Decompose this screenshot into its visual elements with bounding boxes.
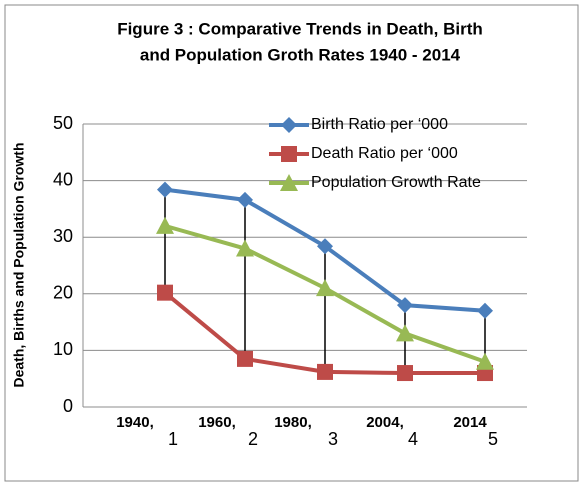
x-category-label: 1960, — [198, 414, 236, 431]
y-tick-label: 50 — [53, 113, 73, 133]
x-tick-label: 2 — [248, 429, 258, 449]
data-point — [317, 238, 333, 255]
y-axis-label: Death, Births and Population Growth — [11, 143, 27, 388]
chart-frame — [4, 4, 579, 482]
data-point — [237, 350, 253, 367]
legend-label: Population Growth Rate — [311, 174, 481, 191]
x-tick-label: 1 — [168, 429, 178, 449]
legend-label: Birth Ratio per ‘000 — [311, 116, 448, 133]
y-tick-label: 30 — [53, 226, 73, 246]
data-point — [477, 302, 493, 319]
legend-marker — [280, 174, 298, 191]
x-tick-label: 5 — [488, 429, 498, 449]
chart-title: Figure 3 : Comparative Trends in Death, … — [117, 19, 483, 38]
x-category-label: 2004, — [366, 414, 404, 431]
y-tick-label: 40 — [53, 169, 73, 189]
data-point — [396, 324, 414, 342]
legend-marker — [281, 146, 297, 162]
data-point — [397, 297, 413, 314]
data-point — [236, 239, 254, 257]
x-category-label: 1940, — [116, 414, 154, 431]
legend-label: Death Ratio per ‘000 — [311, 145, 458, 162]
data-point — [157, 284, 173, 301]
legend-marker — [281, 117, 297, 133]
data-point — [316, 279, 334, 297]
data-point — [397, 365, 413, 382]
y-tick-label: 20 — [53, 283, 73, 303]
data-point — [317, 363, 333, 380]
y-tick-label: 10 — [53, 339, 73, 359]
data-point — [156, 216, 174, 234]
x-category-label: 1980, — [274, 414, 312, 431]
x-tick-label: 4 — [408, 429, 418, 449]
x-category-label: 2014 — [453, 414, 487, 431]
data-point — [237, 191, 253, 208]
x-tick-label: 3 — [328, 429, 338, 449]
y-tick-label: 0 — [63, 396, 73, 416]
chart-title: and Population Groth Rates 1940 - 2014 — [140, 45, 461, 64]
data-point — [157, 181, 173, 198]
data-point — [476, 352, 494, 370]
